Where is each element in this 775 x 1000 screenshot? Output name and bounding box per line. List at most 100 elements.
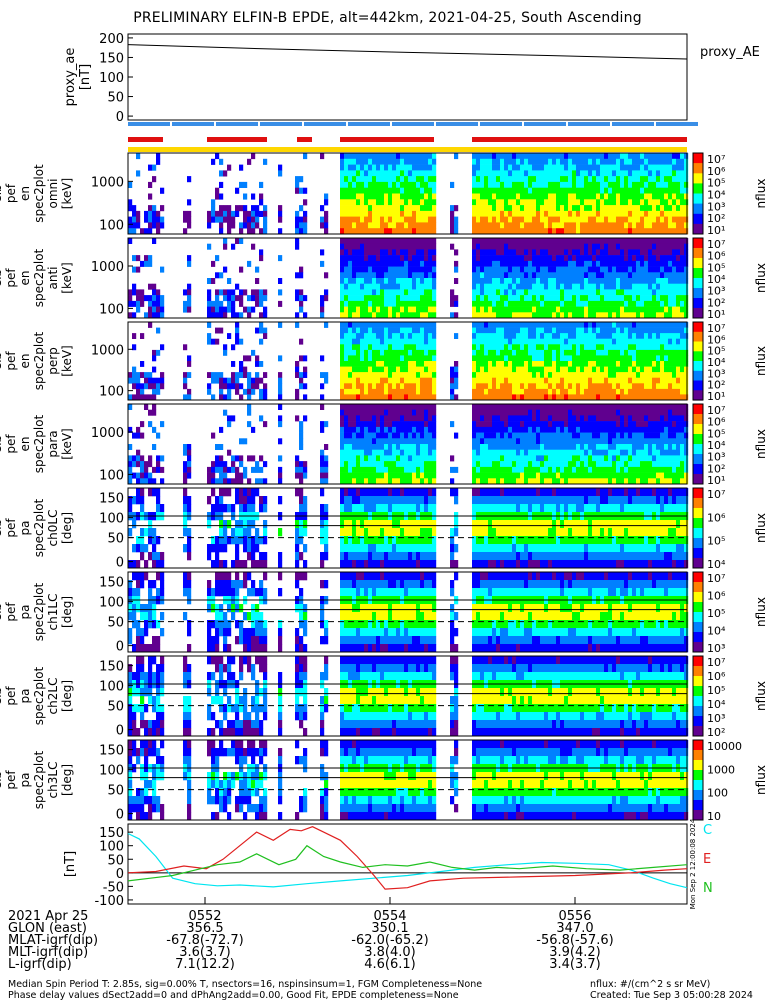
spectrogram-cell <box>668 278 673 284</box>
spectrogram-cell <box>504 272 509 279</box>
spectrogram-cell <box>588 415 593 422</box>
spectrogram-cell <box>416 255 421 262</box>
spectrogram-cell <box>612 455 617 462</box>
spectrogram-cell <box>560 158 565 165</box>
spectrogram-cell <box>412 306 417 313</box>
spectrogram-cell <box>564 187 569 194</box>
spectrogram-cell <box>548 222 553 229</box>
spectrogram-cell <box>656 344 661 351</box>
spectrogram-cell <box>356 338 361 345</box>
spectrogram-cell <box>500 210 505 217</box>
spectrogram-cell <box>620 461 625 468</box>
spectrogram-cell <box>644 278 649 284</box>
spectrogram-cell <box>592 461 597 468</box>
colorbar-segment <box>693 298 703 309</box>
spectrogram-cell <box>520 222 525 229</box>
spectrogram-cell <box>320 312 325 319</box>
spectrogram-cell <box>576 361 581 367</box>
spectrogram-cell <box>416 421 421 428</box>
spectrogram-cell <box>644 272 649 279</box>
spectrogram-cell <box>640 164 645 171</box>
spectrogram-cell <box>644 170 649 177</box>
spectrogram-cell <box>628 289 633 296</box>
spectrogram-cell <box>552 238 557 244</box>
spectrogram-cell <box>520 216 525 223</box>
spectrogram-cell <box>380 377 385 384</box>
spectrogram-cell <box>211 377 216 384</box>
spectrogram-cell <box>584 361 589 367</box>
spectrogram-cell <box>580 415 585 422</box>
spectrogram-cell <box>532 388 537 395</box>
spectrogram-cell <box>211 372 216 378</box>
spectrogram-cell <box>600 222 605 229</box>
spectrogram-cell <box>484 187 489 194</box>
spectrogram-cell <box>576 349 581 356</box>
spectrogram-cell <box>368 404 373 410</box>
spectrogram-cell <box>580 377 585 384</box>
spectrogram-cell <box>211 278 216 284</box>
spectrogram-cell <box>380 249 385 256</box>
spectrogram-cell <box>608 377 613 384</box>
spectrogram-cell <box>636 205 641 212</box>
spectrogram-cell <box>616 322 621 328</box>
spectrogram-cell <box>540 300 545 307</box>
spectrogram-cell <box>644 249 649 256</box>
spectrogram-cell <box>404 377 409 384</box>
spectrogram-cell <box>360 409 365 416</box>
spectrogram-cell <box>644 372 649 378</box>
spectrogram-cell <box>404 432 409 439</box>
spectrogram-cell <box>580 394 585 401</box>
spectrogram-cell <box>476 472 481 479</box>
spectrogram-cell <box>516 205 521 212</box>
spectrogram-cell <box>568 478 573 485</box>
spectrogram-cell <box>576 312 581 319</box>
spectrogram-cell <box>552 312 557 319</box>
spectrogram-cell <box>128 394 133 401</box>
spectrogram-cell <box>656 333 661 339</box>
spectrogram-cell <box>544 322 549 328</box>
spectrogram-cell <box>616 404 621 410</box>
spectrogram-cell <box>556 300 561 307</box>
spectrogram-cell <box>255 289 260 296</box>
spectrogram-cell <box>299 338 304 345</box>
spectrogram-cell <box>604 449 609 456</box>
spectrogram-cell <box>380 193 385 200</box>
spectrogram-cell <box>372 377 377 384</box>
spectrogram-cell <box>128 472 133 479</box>
spectrogram-cell <box>532 295 537 302</box>
spectrogram-cell <box>560 222 565 229</box>
spectrogram-cell <box>604 466 609 473</box>
spectrogram-cell <box>352 466 357 473</box>
spectrogram-cell <box>211 394 216 401</box>
spectrogram-cell <box>348 472 353 479</box>
spectrogram-cell <box>600 409 605 416</box>
spectrogram-cell <box>564 312 569 319</box>
spectrogram-cell <box>544 404 549 410</box>
spectrogram-cell <box>476 372 481 378</box>
spectrogram-cell <box>412 426 417 433</box>
spectrogram-cell <box>247 355 252 362</box>
spectrogram-cell <box>588 164 593 171</box>
spectrogram-cell <box>580 383 585 390</box>
spectrogram-cell <box>376 228 381 235</box>
spectrogram-cell <box>148 312 153 319</box>
spectrogram-cell <box>528 322 533 328</box>
spectrogram-cell <box>360 394 365 401</box>
spectrogram-cell <box>278 164 283 171</box>
spectrogram-cell <box>340 164 345 171</box>
spectrogram-cell <box>548 238 553 244</box>
spectrogram-cell <box>596 421 601 428</box>
spectrogram-cell <box>432 461 437 468</box>
spectrogram-cell <box>560 432 565 439</box>
spectrogram-cell <box>596 176 601 183</box>
spectrogram-cell <box>360 322 365 328</box>
spectrogram-cell <box>348 312 353 319</box>
spectrogram-cell <box>616 249 621 256</box>
spectrogram-cell <box>544 344 549 351</box>
spectrogram-cell <box>392 289 397 296</box>
spectrogram-cell <box>492 349 497 356</box>
spectrogram-cell <box>344 158 349 165</box>
spectrogram-cell <box>404 306 409 313</box>
spectrogram-cell <box>580 243 585 250</box>
spectrogram-cell <box>524 349 529 356</box>
